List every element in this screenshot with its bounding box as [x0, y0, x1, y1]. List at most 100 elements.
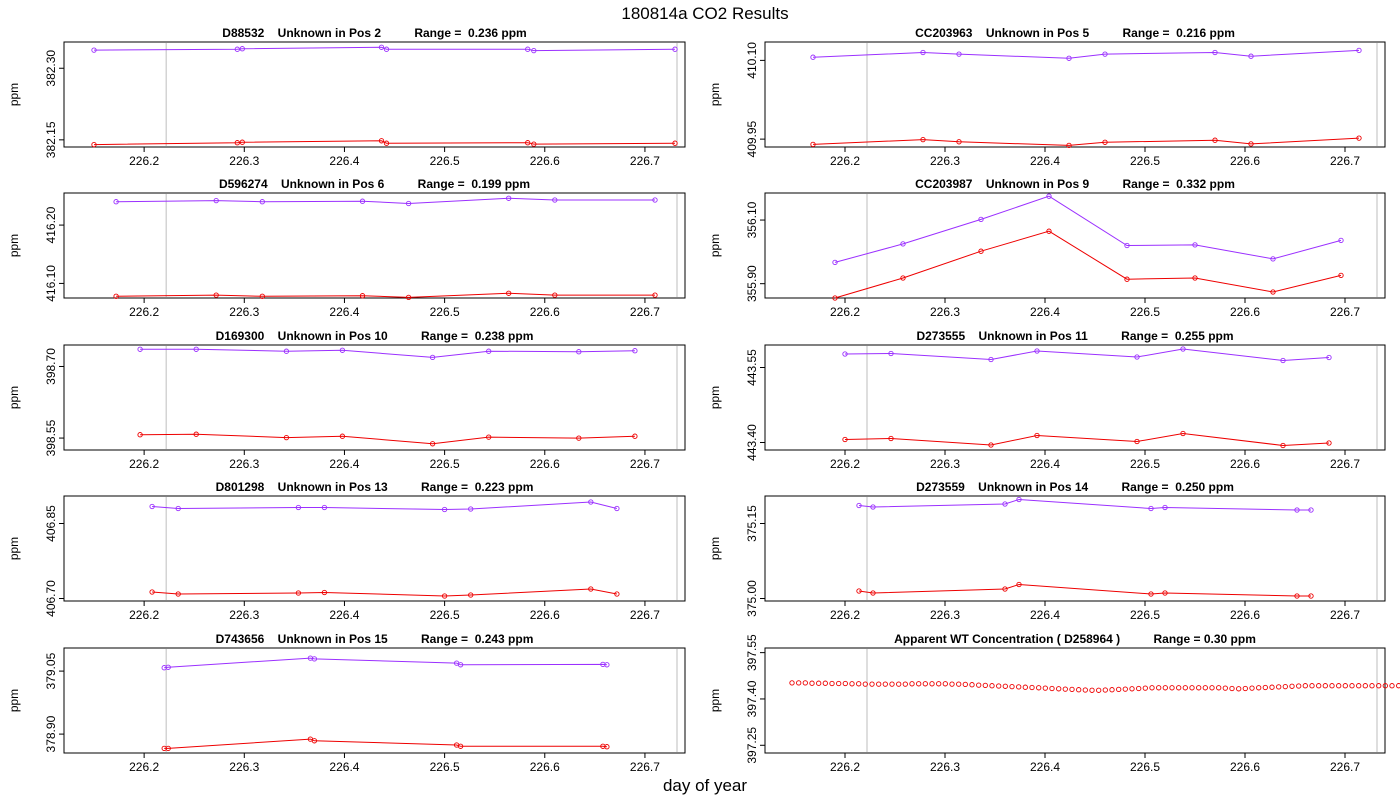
x-tick-label: 226.5 — [1130, 608, 1160, 622]
data-point — [614, 591, 620, 597]
data-point — [1046, 228, 1052, 234]
data-point — [920, 136, 926, 143]
data-point — [789, 680, 795, 686]
data-point — [1294, 593, 1300, 599]
x-tick-label: 226.6 — [530, 457, 560, 471]
data-point — [1269, 684, 1275, 690]
x-tick-label: 226.2 — [830, 154, 860, 168]
x-tick-label: 226.3 — [229, 457, 259, 471]
y-axis-label: ppm — [7, 537, 21, 560]
data-point — [920, 49, 926, 56]
y-tick-label: 406.85 — [44, 505, 58, 542]
data-point — [175, 505, 181, 512]
data-point — [832, 259, 838, 266]
series-line-lower — [93, 140, 676, 146]
data-point — [234, 46, 240, 52]
x-tick-label: 226.5 — [1130, 154, 1160, 168]
data-point — [576, 349, 582, 355]
data-point — [1109, 687, 1115, 693]
data-point — [882, 681, 888, 687]
plot-frame — [764, 495, 1386, 602]
data-point — [1242, 685, 1248, 692]
data-point — [359, 293, 366, 299]
x-tick-label: 226.2 — [830, 305, 860, 319]
plot-frame — [764, 344, 1386, 451]
data-point — [239, 46, 245, 52]
data-point — [672, 46, 678, 52]
data-point — [1362, 683, 1368, 689]
data-point — [441, 506, 448, 513]
data-point — [175, 591, 181, 597]
data-point — [378, 138, 385, 144]
x-tick-label: 226.6 — [530, 760, 560, 774]
data-point — [531, 141, 537, 147]
data-point — [870, 504, 876, 510]
data-point — [1016, 684, 1022, 690]
y-axis-label: ppm — [708, 234, 722, 257]
chart-panel-6: D273555 Unknown in Pos 11 Range = 0.255 … — [708, 329, 1386, 471]
data-point — [1089, 687, 1095, 693]
x-tick-label: 226.3 — [229, 154, 259, 168]
x-tick-label: 226.7 — [630, 457, 660, 471]
panel-title: D801298 Unknown in Pos 13 Range = 0.223 … — [216, 480, 534, 494]
data-point — [1249, 685, 1255, 691]
data-point — [856, 502, 862, 509]
data-point — [1229, 685, 1235, 692]
data-point — [113, 293, 119, 299]
plot-frame — [63, 647, 686, 754]
x-tick-label: 226.6 — [1230, 305, 1260, 319]
x-tick-label: 226.7 — [630, 305, 660, 319]
panel-title: D169300 Unknown in Pos 10 Range = 0.238 … — [216, 329, 534, 343]
panel-title: CC203963 Unknown in Pos 5 Range = 0.216 … — [915, 26, 1235, 40]
data-point — [441, 593, 448, 599]
data-point — [1016, 581, 1022, 588]
data-point — [1302, 683, 1308, 689]
series-line-upper — [812, 49, 1360, 59]
x-tick-label: 226.2 — [830, 608, 860, 622]
data-point — [1342, 683, 1348, 689]
data-point — [1162, 590, 1168, 596]
x-tick-label: 226.6 — [530, 305, 560, 319]
data-point — [405, 294, 412, 301]
data-point — [1196, 685, 1202, 691]
data-point — [810, 141, 816, 148]
data-point — [856, 588, 862, 594]
y-tick-label: 375.15 — [745, 505, 759, 542]
x-tick-label: 226.6 — [1230, 608, 1260, 622]
data-point — [1216, 685, 1222, 691]
x-tick-label: 226.2 — [129, 608, 159, 622]
data-point — [889, 681, 895, 687]
data-point — [113, 199, 119, 205]
plot-frame — [63, 344, 686, 451]
data-point — [1382, 683, 1388, 689]
data-point — [988, 356, 994, 363]
x-tick-label: 226.6 — [1230, 760, 1260, 774]
data-point — [652, 197, 658, 203]
data-point — [632, 433, 638, 439]
y-tick-label: 382.30 — [44, 50, 58, 87]
data-point — [259, 293, 265, 299]
data-point — [949, 681, 955, 687]
data-point — [149, 589, 155, 595]
x-tick-label: 226.6 — [530, 608, 560, 622]
data-point — [900, 241, 906, 247]
data-point — [283, 434, 290, 441]
series-line-upper — [834, 195, 1342, 263]
data-point — [165, 745, 171, 752]
data-point — [1356, 47, 1362, 54]
data-point — [956, 139, 962, 145]
chart-panel-10: Apparent WT Concentration ( D258964 ) Ra… — [708, 632, 1400, 774]
data-point — [137, 432, 143, 438]
data-point — [1316, 683, 1322, 689]
y-tick-label: 356.10 — [745, 201, 759, 238]
x-tick-label: 226.5 — [1130, 457, 1160, 471]
y-tick-label: 378.90 — [44, 715, 58, 752]
data-point — [996, 683, 1002, 689]
data-point — [1326, 440, 1332, 446]
x-tick-label: 226.5 — [430, 760, 460, 774]
data-point — [295, 504, 302, 511]
data-point — [1016, 496, 1022, 503]
data-point — [1308, 593, 1314, 599]
data-point — [900, 275, 906, 281]
data-point — [525, 140, 531, 146]
